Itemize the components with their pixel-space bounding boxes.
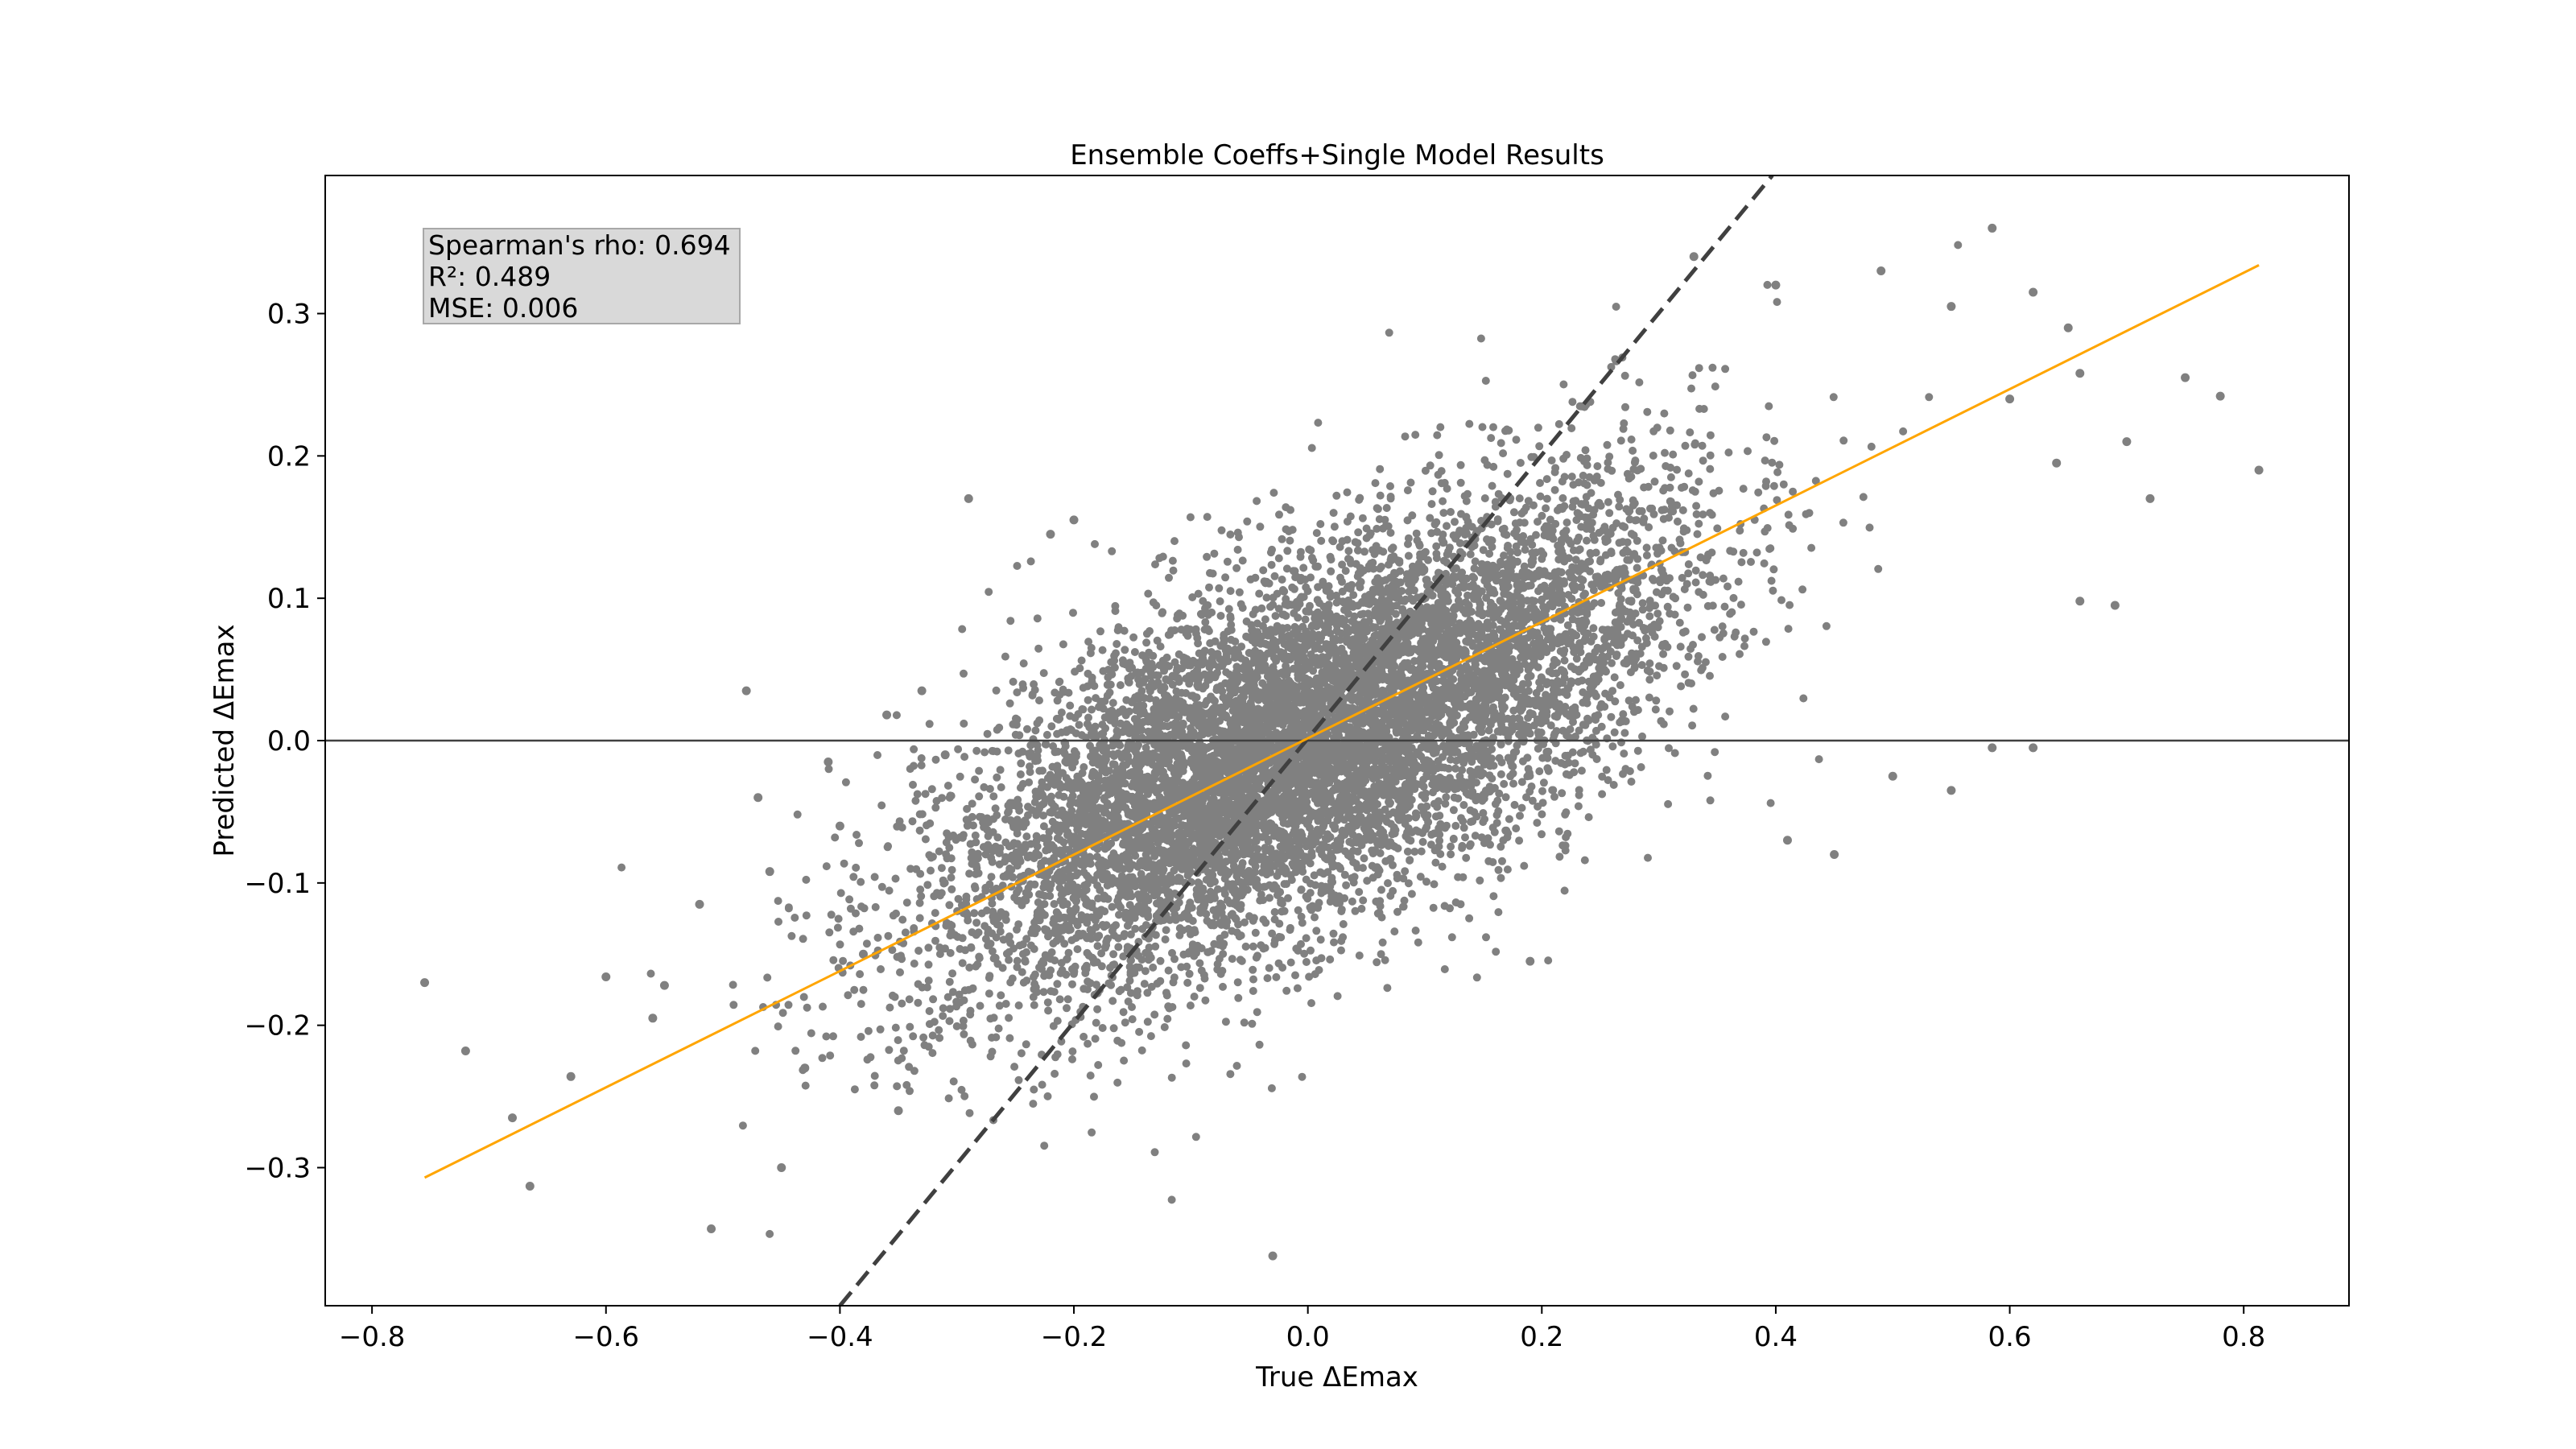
- scatter-point: [2075, 597, 2085, 606]
- scatter-point: [2215, 391, 2225, 401]
- x-tick-label: 0.8: [2222, 1321, 2265, 1353]
- scatter-points: [420, 223, 2264, 1261]
- scatter-point: [835, 821, 844, 831]
- scatter-point: [2110, 601, 2120, 610]
- scatter-point: [1988, 743, 1997, 753]
- y-tick-label: −0.2: [244, 1010, 311, 1042]
- x-axis-ticks: −0.8 −0.6 −0.4 −0.2 0.0 0.2 0.4 0.6 0.8: [339, 1306, 2265, 1353]
- scatter-point: [824, 758, 833, 767]
- scatter-point: [858, 949, 868, 959]
- scatter-point: [659, 980, 669, 990]
- stats-annotation-box: Spearman's rho: 0.694 R²: 0.489 MSE: 0.0…: [423, 228, 741, 324]
- scatter-point: [2181, 373, 2190, 382]
- scatter-point: [420, 978, 430, 988]
- y-tick-label: −0.1: [244, 868, 311, 900]
- scatter-point: [648, 1013, 658, 1023]
- scatter-point: [741, 686, 751, 696]
- scatter-point: [940, 750, 950, 760]
- scatter-point: [2122, 437, 2132, 447]
- x-tick-label: 0.0: [1286, 1321, 1330, 1353]
- x-tick-label: −0.4: [807, 1321, 873, 1353]
- scatter-point: [765, 867, 774, 877]
- scatter-point: [1782, 836, 1792, 845]
- scatter-point: [1268, 1251, 1278, 1261]
- scatter-point: [2145, 493, 2155, 503]
- scatter-point: [1888, 771, 1897, 781]
- scatter-point: [2075, 369, 2085, 378]
- scatter-point: [2052, 458, 2062, 468]
- scatter-point: [1771, 280, 1781, 290]
- scatter-point: [1069, 515, 1079, 525]
- x-tick-label: −0.8: [339, 1321, 406, 1353]
- y-tick-label: 0.0: [267, 725, 311, 758]
- y-tick-label: 0.2: [267, 440, 311, 473]
- scatter-point: [1830, 849, 1839, 859]
- scatter-point: [1946, 786, 1956, 795]
- scatter-point: [917, 686, 927, 696]
- scatter-point: [566, 1071, 576, 1081]
- scatter-point: [1046, 530, 1055, 539]
- chart-title: Ensemble Coeffs+Single Model Results: [1070, 139, 1604, 171]
- point-cloud: [617, 241, 1963, 1238]
- scatter-point: [2005, 394, 2015, 404]
- identity-line: [838, 175, 1774, 1306]
- scatter-point: [707, 1224, 716, 1234]
- scatter-point: [601, 972, 611, 982]
- y-tick-label: 0.3: [267, 299, 311, 331]
- y-tick-label: 0.1: [267, 583, 311, 615]
- scatter-point: [695, 899, 704, 909]
- x-tick-label: 0.6: [1988, 1321, 2032, 1353]
- scatter-point: [508, 1113, 518, 1123]
- scatter-point: [1689, 252, 1699, 262]
- scatter-point: [1988, 223, 1997, 233]
- scatter-point: [1876, 266, 1886, 275]
- x-tick-label: 0.2: [1520, 1321, 1563, 1353]
- scatter-point: [1946, 302, 1956, 312]
- x-tick-label: −0.6: [572, 1321, 639, 1353]
- scatter-point: [2029, 287, 2038, 297]
- r2-stat: R²: 0.489: [428, 261, 551, 292]
- x-tick-label: −0.2: [1041, 1321, 1108, 1353]
- spearman-stat: Spearman's rho: 0.694: [428, 229, 731, 261]
- scatter-point: [800, 1063, 810, 1073]
- regression-fit-line: [423, 264, 2260, 1179]
- scatter-point: [2029, 743, 2038, 753]
- y-tick-label: −0.3: [244, 1152, 311, 1184]
- x-tick-label: 0.4: [1754, 1321, 1798, 1353]
- scatter-point: [894, 1106, 903, 1116]
- scatter-point: [2063, 323, 2073, 332]
- scatter-point: [964, 493, 973, 503]
- scatter-point: [777, 1162, 786, 1172]
- mse-stat: MSE: 0.006: [428, 292, 579, 324]
- scatter-point: [1525, 956, 1535, 966]
- scatter-point: [460, 1046, 470, 1055]
- y-axis-label: Predicted ΔEmax: [208, 624, 241, 857]
- scatter-point: [525, 1181, 535, 1191]
- y-axis-ticks: −0.3 −0.2 −0.1 0.0 0.1 0.2 0.3: [244, 299, 325, 1184]
- scatter-point: [2254, 465, 2264, 475]
- reference-lines: [325, 175, 2349, 1306]
- scatter-point: [753, 793, 763, 803]
- scatter-point: [882, 710, 892, 720]
- x-axis-label: True ΔEmax: [1255, 1361, 1418, 1393]
